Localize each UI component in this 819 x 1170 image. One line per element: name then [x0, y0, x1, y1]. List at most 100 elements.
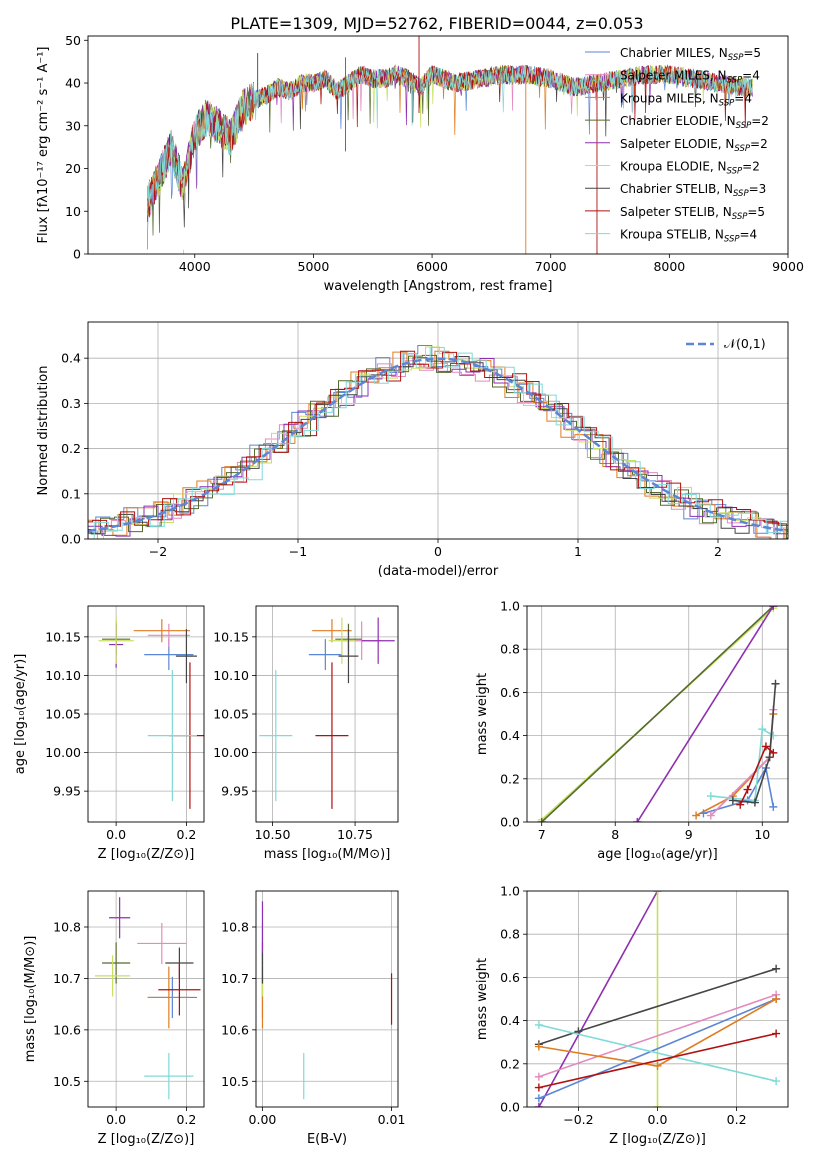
- y-tick-label: 0.4: [61, 351, 81, 366]
- x-tick-label: 0.01: [378, 1112, 406, 1127]
- legend-label: Chabrier ELODIE, NSSP=2: [620, 114, 769, 131]
- x-axis-label: Z [log₁₀(Z/Z⊙)]: [98, 847, 195, 862]
- x-axis-label: Z [log₁₀(Z/Z⊙)]: [609, 1132, 706, 1147]
- weight-marker: [653, 891, 662, 895]
- y-tick-label: 40: [65, 76, 81, 91]
- weight-marker: [769, 802, 778, 811]
- x-tick-label: 7: [538, 827, 546, 842]
- legend-label: Kroupa STELIB, NSSP=4: [620, 228, 757, 245]
- weight-marker: [534, 1103, 543, 1107]
- axes-frame: [87, 605, 205, 823]
- x-tick-label: 0.2: [727, 1112, 747, 1127]
- x-axis-label: age [log₁₀(age/yr)]: [597, 847, 718, 862]
- y-tick-label: 0.6: [500, 685, 520, 700]
- y-tick-label: 10.6: [53, 1022, 81, 1037]
- weight-marker: [534, 1042, 543, 1051]
- x-tick-label: 4000: [179, 259, 211, 274]
- weight-line: [538, 993, 777, 1078]
- axes-frame: [255, 890, 399, 1108]
- y-tick-label: 10.5: [53, 1074, 81, 1089]
- normal-curve: [88, 357, 788, 533]
- x-tick-label: 1: [574, 544, 582, 559]
- axes-residuals: −2 −1 0 1 2 0.0 0.1 0.2 0.3 0.4 (data-model)/error…: [36, 321, 789, 579]
- histogram-series: [88, 347, 788, 539]
- weight-marker: [769, 606, 778, 610]
- legend-label: 𝒩(0,1): [724, 336, 766, 351]
- weight-marker: [772, 964, 781, 973]
- weight-line: [732, 683, 777, 804]
- legend-label: Chabrier MILES, NSSP=5: [620, 46, 761, 63]
- histogram-series: [88, 356, 788, 539]
- y-tick-label: 0.0: [500, 815, 520, 830]
- weight-marker: [771, 679, 780, 688]
- weight-marker: [761, 742, 770, 751]
- y-tick-label: 10.8: [53, 920, 81, 935]
- y-tick-label: 10.5: [221, 1074, 249, 1089]
- weight-marker: [765, 753, 774, 762]
- weight-marker: [706, 811, 715, 820]
- y-tick-label: 0.8: [500, 642, 520, 657]
- axes-frame: [526, 890, 789, 1108]
- x-tick-label: 9000: [772, 259, 804, 274]
- legend-label: Salpeter STELIB, NSSP=5: [620, 205, 765, 222]
- legend-label: Chabrier STELIB, NSSP=3: [620, 182, 766, 199]
- weight-line: [541, 606, 774, 822]
- axes-frame: [87, 321, 789, 540]
- weight-line: [538, 998, 777, 1100]
- axes-frame: [87, 35, 789, 255]
- x-tick-label: 6000: [416, 259, 448, 274]
- legend-label: Kroupa MILES, NSSP=4: [620, 91, 752, 108]
- legend-label: Salpeter MILES, NSSP=4: [620, 69, 760, 86]
- x-tick-label: 0: [434, 544, 442, 559]
- weight-line: [710, 727, 774, 802]
- x-axis-label: (data-model)/error: [378, 564, 499, 579]
- x-tick-label: 10.75: [337, 827, 373, 842]
- y-tick-label: 10.00: [213, 745, 249, 760]
- y-tick-label: 0.2: [61, 441, 81, 456]
- y-tick-label: 9.95: [221, 784, 249, 799]
- y-tick-label: 10.05: [45, 707, 81, 722]
- figure-title: PLATE=1309, MJD=52762, FIBERID=0044, z=0…: [230, 14, 643, 33]
- x-tick-label: −0.2: [563, 1112, 593, 1127]
- y-tick-label: 10.00: [45, 745, 81, 760]
- y-tick-label: 20: [65, 161, 81, 176]
- y-tick-label: 30: [65, 118, 81, 133]
- y-tick-label: 10.6: [221, 1022, 249, 1037]
- x-tick-label: 9: [685, 827, 693, 842]
- weight-marker: [534, 1083, 543, 1092]
- weight-marker: [699, 809, 708, 818]
- weight-marker: [769, 748, 778, 757]
- x-tick-label: 0.2: [176, 827, 196, 842]
- weight-marker: [534, 1094, 543, 1103]
- weight-marker: [743, 785, 752, 794]
- y-tick-label: 0.3: [61, 396, 81, 411]
- x-tick-label: 7000: [535, 259, 567, 274]
- histogram-series: [88, 350, 788, 527]
- axes-age_vs_weight: 7 8 9 10 0.0 0.2 0.4 0.6 0.8 1.0 age [log₁₀(age/yr…: [475, 599, 789, 862]
- histogram-series: [88, 345, 788, 534]
- y-tick-label: 0.0: [500, 1100, 520, 1115]
- x-axis-label: Z [log₁₀(Z/Z⊙)]: [98, 1132, 195, 1147]
- y-axis-label: Normed distribution: [36, 366, 51, 496]
- axes-spectrum: 4000 5000 6000 7000 8000 9000 0 10 20 30 40 50 wavel…: [36, 33, 804, 294]
- y-tick-label: 0: [73, 247, 81, 262]
- x-tick-label: 10: [754, 827, 770, 842]
- y-tick-label: 10.7: [221, 971, 249, 986]
- weight-line: [739, 745, 774, 806]
- weight-line: [538, 1024, 777, 1082]
- axes-frame: [255, 605, 399, 823]
- weight-marker: [633, 818, 642, 822]
- x-tick-label: 5000: [298, 259, 330, 274]
- axes-z_vs_weight: −0.2 0.0 0.2 0.0 0.2 0.4 0.6 0.8 1.0 Z [log₁₀(Z/Z…: [475, 884, 789, 1147]
- y-axis-label: Flux [fλ10⁻¹⁷ erg cm⁻² s⁻¹ A⁻¹]: [36, 47, 51, 244]
- weight-marker: [758, 725, 767, 734]
- x-tick-label: 0.0: [648, 1112, 668, 1127]
- x-tick-label: −2: [149, 544, 167, 559]
- y-tick-label: 0.4: [500, 728, 520, 743]
- x-tick-label: −1: [289, 544, 307, 559]
- weight-line: [538, 1032, 777, 1089]
- weight-marker: [653, 1103, 662, 1107]
- y-tick-label: 0.6: [500, 970, 520, 985]
- weight-marker: [653, 1061, 662, 1070]
